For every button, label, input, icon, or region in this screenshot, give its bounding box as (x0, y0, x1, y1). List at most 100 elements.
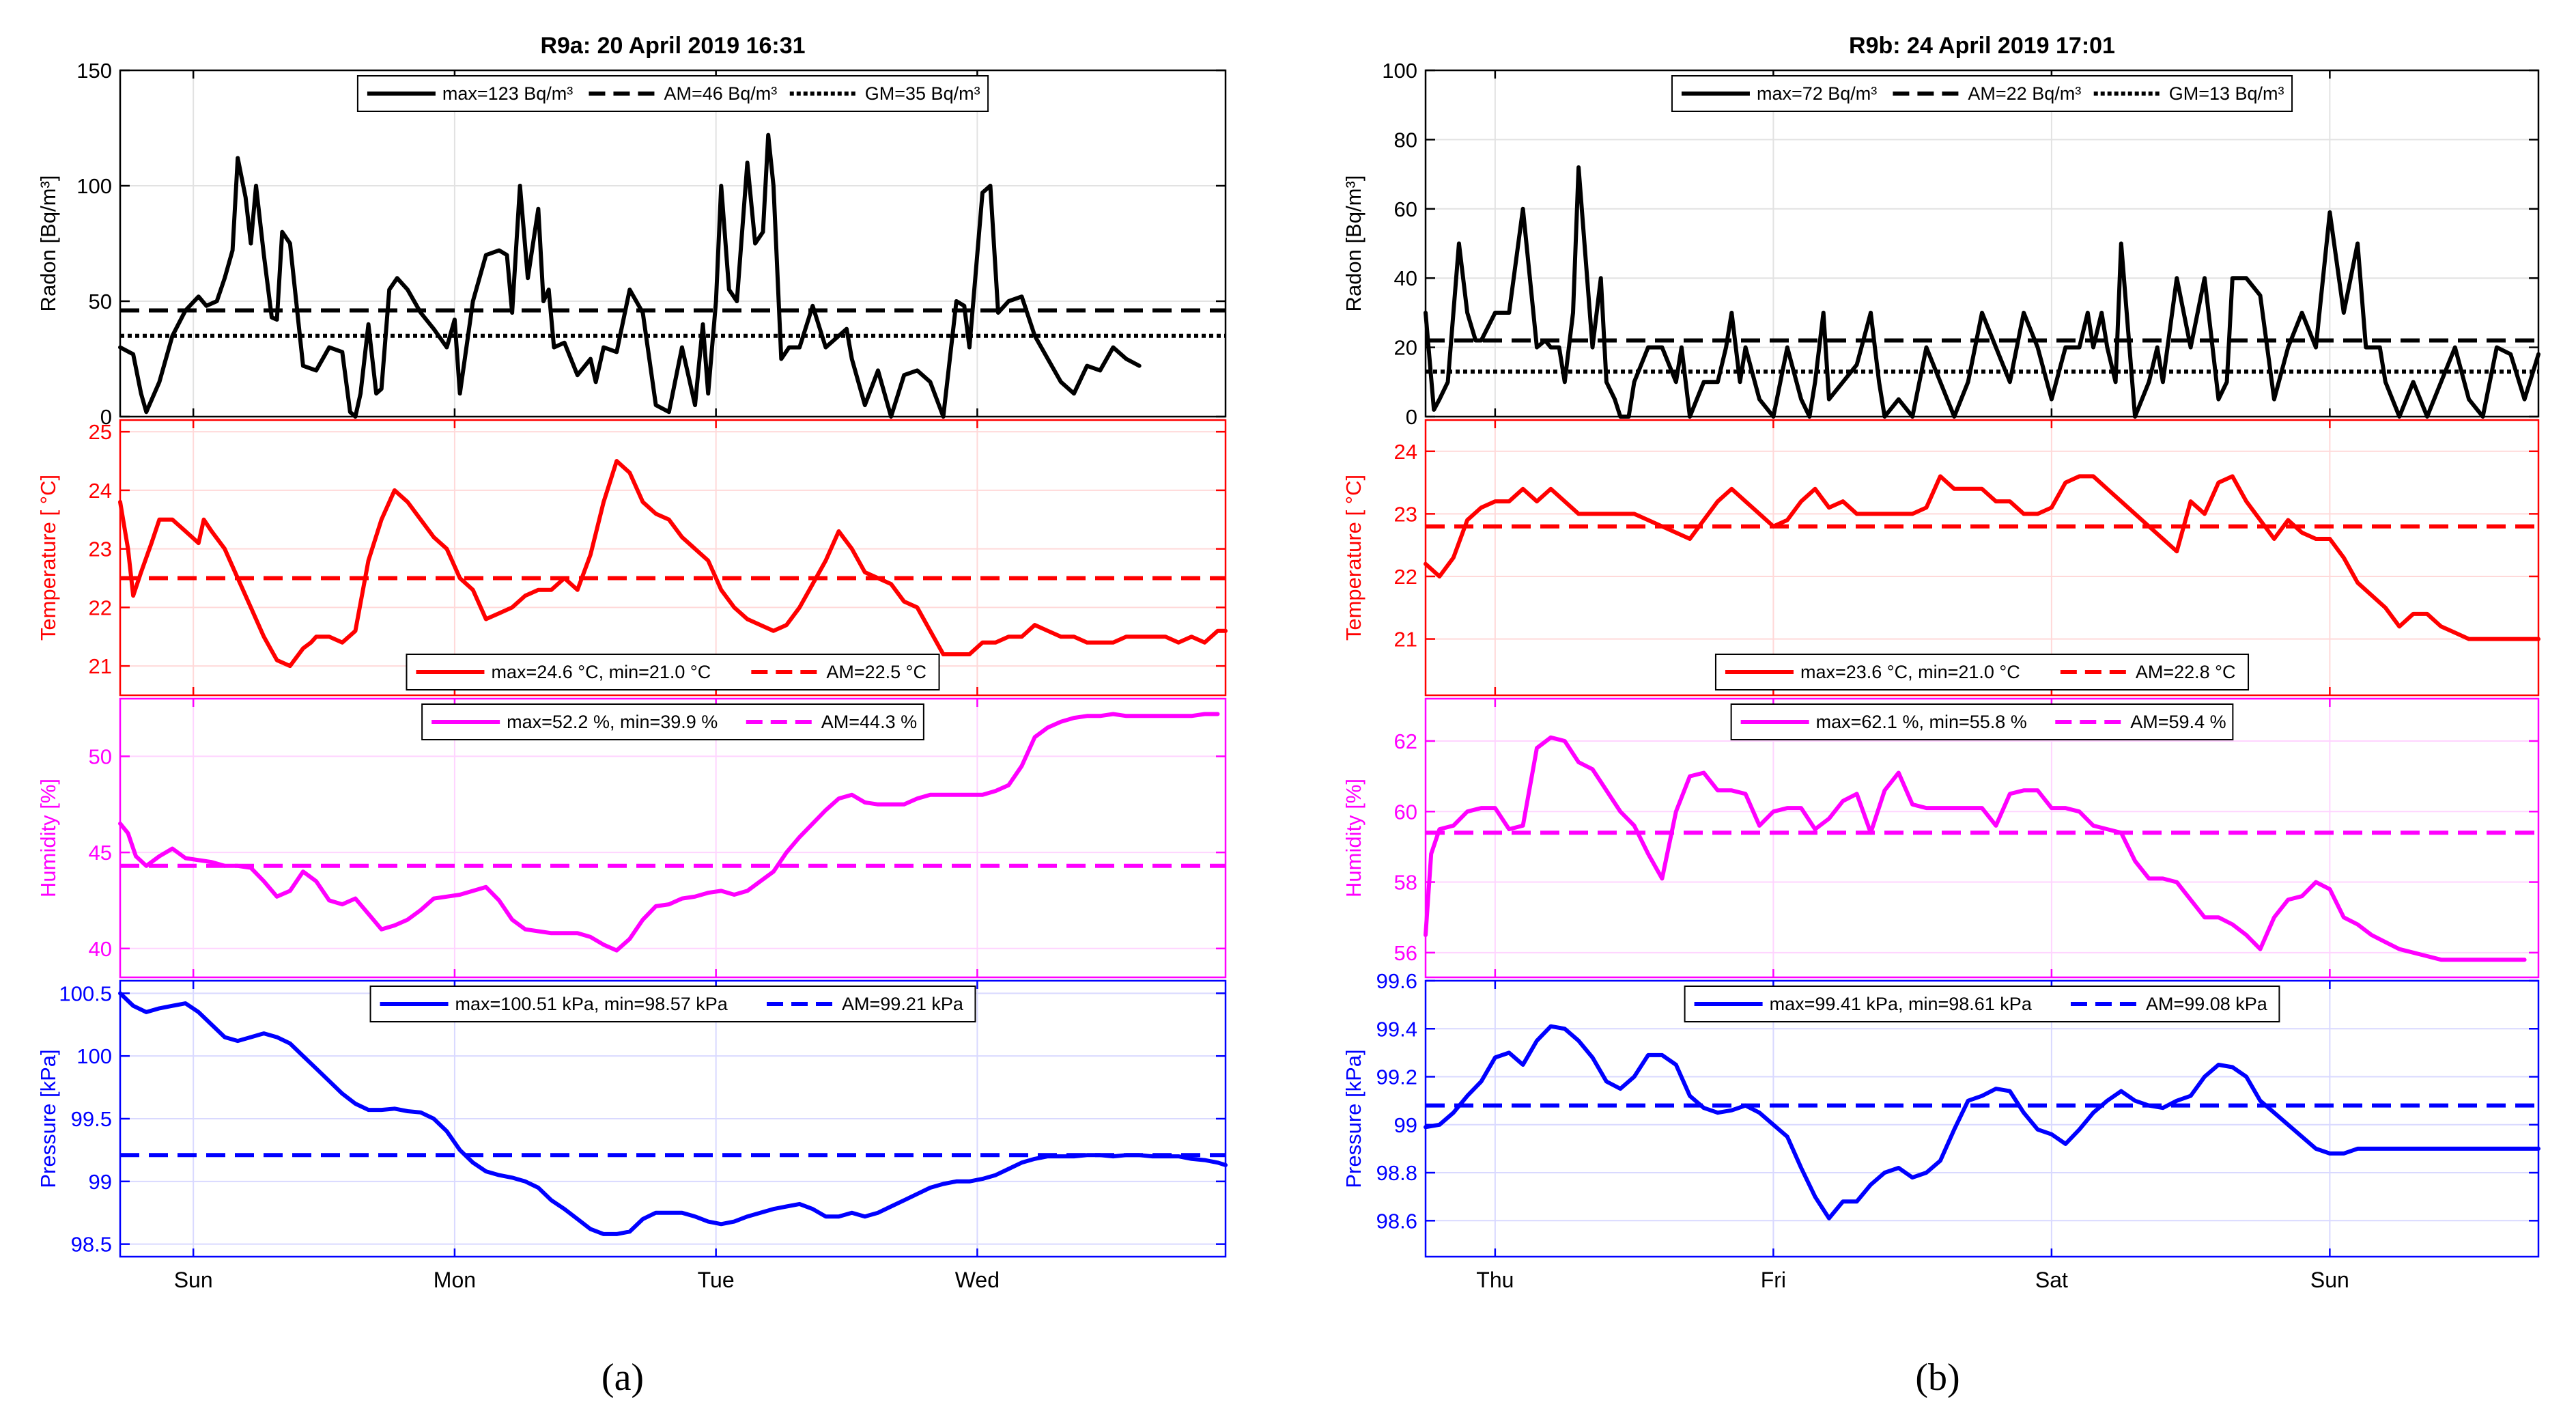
legend-box (1714, 654, 2250, 690)
legend-label: max=100.51 kPa, min=98.57 kPa (455, 994, 728, 1014)
series-line-temperature (118, 459, 1228, 669)
y-tick-label: 98.6 (1376, 1209, 1417, 1233)
panel-radon: 0 20 40 60 80 100 Radon [Bq/m³] max=72 Bq/m³ AM=… (1342, 59, 2540, 429)
chart-a: R9a: 20 April 2019 16:31 0 50 100 150 Radon [… (36, 33, 1228, 1399)
y-tick-label: 150 (76, 59, 112, 83)
figure-caption: (a) (601, 1356, 644, 1399)
y-tick-label: 45 (89, 841, 112, 865)
y-axis-label: Humidity [%] (36, 779, 60, 897)
y-tick-label: 99 (89, 1170, 112, 1194)
legend-label: max=23.6 °C, min=21.0 °C (1800, 662, 2020, 682)
y-tick-label: 24 (89, 479, 112, 503)
legend: max=62.1 %, min=55.8 % AM=59.4 % (1730, 703, 2234, 740)
y-tick-label: 99.6 (1376, 969, 1417, 993)
y-tick-label: 0 (1406, 405, 1417, 429)
series-line-humidity (118, 712, 1220, 953)
x-tick-label: Wed (955, 1268, 1000, 1292)
x-tick-label: Fri (1761, 1268, 1786, 1292)
legend: max=99.41 kPa, min=98.61 kPa AM=99.08 kPa (1684, 986, 2280, 1022)
figure-caption: (b) (1915, 1356, 1959, 1399)
x-tick-label: Thu (1476, 1268, 1514, 1292)
y-tick-label: 22 (1394, 565, 1417, 589)
legend: max=23.6 °C, min=21.0 °C AM=22.8 °C (1714, 654, 2250, 690)
panel-frame (1424, 697, 2540, 979)
y-tick-label: 60 (1394, 800, 1417, 824)
y-axis-label: Humidity [%] (1342, 779, 1365, 897)
series-line-radon (118, 132, 1142, 419)
y-tick-label: 100 (76, 1044, 112, 1068)
legend-label: max=123 Bq/m³ (442, 83, 573, 104)
y-tick-label: 21 (89, 654, 112, 678)
legend-label: max=24.6 °C, min=21.0 °C (491, 662, 711, 682)
y-tick-label: 40 (1394, 266, 1417, 290)
chart-title: R9a: 20 April 2019 16:31 (540, 33, 805, 59)
chart-b: R9b: 24 April 2019 17:01 0 20 40 60 80 100 Rado… (1342, 33, 2540, 1399)
y-axis-label: Radon [Bq/m³] (1342, 176, 1365, 312)
panel-pressure: 98.6 98.8 99 99.2 99.4 99.6 Pressure [kPa] max=… (1342, 969, 2540, 1258)
legend-label: GM=13 Bq/m³ (2169, 83, 2284, 104)
y-axis-label: Temperature [ °C] (36, 475, 60, 641)
y-tick-label: 62 (1394, 729, 1417, 753)
legend-box (421, 703, 924, 740)
y-tick-label: 25 (89, 420, 112, 444)
y-tick-label: 21 (1394, 628, 1417, 652)
panel-frame (1424, 69, 2540, 418)
y-tick-label: 80 (1394, 128, 1417, 152)
legend-label: AM=99.08 kPa (2146, 994, 2268, 1014)
series-line-humidity (1424, 735, 2527, 962)
x-tick-label: Sat (2035, 1268, 2068, 1292)
y-tick-label: 98.8 (1376, 1161, 1417, 1185)
series-line-radon (1424, 165, 2540, 419)
legend: max=52.2 %, min=39.9 % AM=44.3 % (421, 703, 924, 740)
legend: max=72 Bq/m³ AM=22 Bq/m³ GM=13 Bq/m³ (1671, 75, 2293, 112)
y-tick-label: 22 (89, 596, 112, 619)
panel-humidity: 56 58 60 62 Humidity [%] max=62.1 %, min=55.8… (1342, 697, 2540, 979)
legend: max=123 Bq/m³ AM=46 Bq/m³ GM=35 Bq/m³ (356, 75, 989, 112)
legend-label: max=72 Bq/m³ (1757, 83, 1877, 104)
y-tick-label: 50 (89, 744, 112, 768)
legend-label: AM=99.21 kPa (842, 994, 964, 1014)
y-tick-label: 100 (1382, 59, 1417, 83)
panel-frame (1424, 419, 2540, 697)
y-axis-label: Temperature [ °C] (1342, 475, 1365, 641)
legend-label: max=52.2 %, min=39.9 % (507, 712, 718, 732)
legend-label: AM=22 Bq/m³ (1968, 83, 2081, 104)
y-tick-label: 24 (1394, 440, 1417, 464)
y-tick-label: 98.5 (71, 1233, 112, 1257)
y-tick-label: 20 (1394, 336, 1417, 360)
panel-frame (119, 697, 1227, 979)
legend-label: max=99.41 kPa, min=98.61 kPa (1770, 994, 2033, 1014)
panel-pressure: 98.5 99 99.5 100 100.5 Pressure [kPa] max=100.… (36, 979, 1228, 1258)
y-tick-label: 99.4 (1376, 1017, 1417, 1041)
legend-label: AM=22.5 °C (826, 662, 926, 682)
panel-frame (1424, 979, 2540, 1258)
y-axis-label: Pressure [kPa] (1342, 1049, 1365, 1188)
y-tick-label: 40 (89, 937, 112, 961)
y-tick-label: 100 (76, 174, 112, 198)
y-tick-label: 99 (1394, 1113, 1417, 1137)
x-tick-label: Mon (434, 1268, 476, 1292)
panel-frame (119, 419, 1227, 697)
legend-label: AM=22.8 °C (2136, 662, 2236, 682)
panel-humidity: 40 45 50 Humidity [%] max=52.2 %, min=39.9 %… (36, 697, 1227, 979)
series-line-pressure (1424, 1024, 2540, 1220)
y-tick-label: 99.2 (1376, 1065, 1417, 1089)
chart-title: R9b: 24 April 2019 17:01 (1849, 33, 2115, 59)
panel-radon: 0 50 100 150 Radon [Bq/m³] max=123 Bq/m³ AM=46… (36, 59, 1227, 429)
legend-label: AM=59.4 % (2130, 712, 2226, 732)
panel-temperature: 21 22 23 24 25 Temperature [ °C] max=24.6 °C, … (36, 419, 1228, 697)
legend-box (356, 75, 989, 112)
series-line-pressure (118, 991, 1228, 1236)
legend-label: GM=35 Bq/m³ (865, 83, 980, 104)
legend-box (406, 654, 940, 690)
y-tick-label: 99.5 (71, 1107, 112, 1131)
y-axis-label: Radon [Bq/m³] (36, 176, 60, 312)
x-tick-label: Tue (698, 1268, 735, 1292)
y-tick-label: 50 (89, 290, 112, 313)
legend-box (1684, 986, 2280, 1022)
legend: max=24.6 °C, min=21.0 °C AM=22.5 °C (406, 654, 940, 690)
legend-box (1671, 75, 2293, 112)
x-tick-label: Sun (2310, 1268, 2349, 1292)
legend-box (369, 986, 976, 1022)
x-tick-label: Sun (174, 1268, 213, 1292)
